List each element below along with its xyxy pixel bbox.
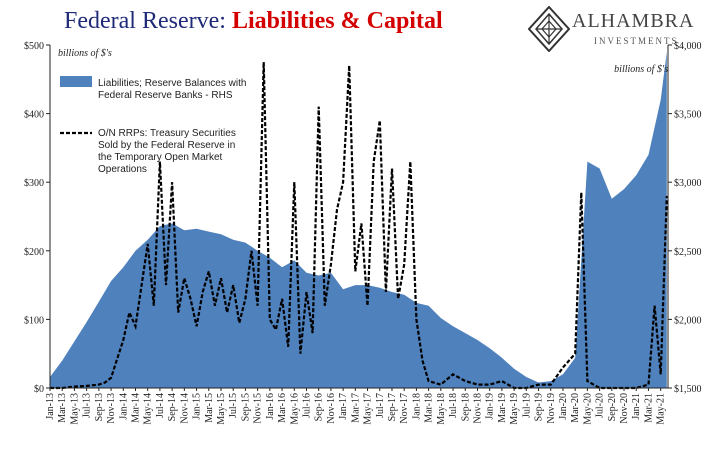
left-tick-label: $300: [24, 178, 44, 189]
x-tick-label: Jan-14: [118, 393, 129, 420]
x-tick-label: Mar-16: [277, 393, 288, 423]
right-tick-label: $1,500: [674, 384, 702, 395]
x-tick-label: Mar-19: [497, 393, 508, 423]
x-tick-label: May-18: [436, 393, 447, 425]
x-tick-label: Jul-18: [448, 393, 459, 418]
x-tick-label: Sep-17: [387, 393, 398, 421]
x-tick-label: Sep-14: [167, 393, 178, 421]
x-tick-label: Sep-18: [460, 393, 471, 421]
x-tick-label: Nov-16: [326, 393, 337, 424]
plot-area: [50, 51, 668, 390]
x-tick-label: May-13: [69, 393, 80, 425]
x-tick-label: Mar-14: [130, 393, 141, 423]
x-tick-label: Sep-20: [607, 393, 618, 421]
x-tick-label: Jan-15: [192, 393, 203, 420]
x-tick-label: Jan-19: [485, 393, 496, 420]
right-tick-label: $3,500: [674, 110, 702, 121]
left-axis-unit: billions of $'s: [58, 48, 112, 59]
left-tick-label: $0: [34, 384, 44, 395]
right-axis-unit: billions of $'s: [614, 64, 668, 75]
x-tick-label: May-16: [289, 393, 300, 425]
title-part-federal-reserve: Federal Reserve:: [64, 8, 226, 34]
left-tick-label: $100: [24, 315, 44, 326]
x-tick-label: May-14: [143, 393, 154, 425]
legend-label-onrrp: the Temporary Open Market: [98, 152, 223, 163]
x-tick-label: Jan-20: [558, 393, 569, 420]
left-tick-label: $400: [24, 110, 44, 121]
x-tick-label: May-17: [363, 393, 374, 425]
x-tick-label: Jul-17: [375, 393, 386, 418]
x-tick-label: Jan-21: [631, 393, 642, 420]
left-tick-label: $200: [24, 247, 44, 258]
x-tick-label: Nov-20: [619, 393, 630, 424]
x-tick-label: Sep-15: [240, 393, 251, 421]
x-tick-label: Jan-13: [45, 393, 56, 420]
x-tick-label: Mar-21: [643, 393, 654, 423]
x-tick-label: Mar-17: [350, 393, 361, 423]
legend-label-reserve-balances: Liabilities; Reserve Balances with: [98, 78, 246, 89]
x-tick-label: Nov-13: [106, 393, 117, 424]
legend-label-onrrp: O/N RRPs: Treasury Securities: [98, 128, 236, 139]
x-tick-label: May-19: [509, 393, 520, 425]
alhambra-logo: ALHAMBRA INVESTMENTS: [527, 5, 698, 66]
x-tick-label: Jul-14: [155, 393, 166, 418]
left-tick-label: $500: [24, 41, 44, 52]
x-tick-label: Nov-18: [472, 393, 483, 424]
x-tick-label: Sep-19: [534, 393, 545, 421]
legend-label-onrrp: Operations: [98, 164, 147, 175]
reserve-balances-area: [50, 51, 667, 389]
x-tick-label: Jul-20: [595, 393, 606, 418]
x-tick-label: Jan-17: [338, 393, 349, 420]
right-tick-label: $3,000: [674, 178, 702, 189]
logo-name: ALHAMBRA: [572, 10, 695, 32]
x-tick-label: Nov-17: [399, 393, 410, 424]
x-tick-label: May-15: [216, 393, 227, 425]
right-tick-label: $4,000: [674, 41, 702, 52]
x-tick-label: Jan-18: [411, 393, 422, 420]
x-tick-label: Jul-19: [521, 393, 532, 418]
x-tick-label: Jan-16: [265, 393, 276, 420]
x-tick-label: Mar-20: [570, 393, 581, 423]
title-part-liabilities-capital: Liabilities & Capital: [231, 8, 443, 34]
x-tick-label: May-20: [582, 393, 593, 425]
x-tick-label: Sep-16: [314, 393, 325, 421]
x-tick-label: Nov-14: [179, 393, 190, 424]
logo-subtitle: INVESTMENTS: [594, 36, 679, 46]
axes: $0 $100 $200 $300 $400 $500 $1,500 $2,000 $2,500…: [24, 41, 702, 425]
x-tick-label: Jul-13: [82, 393, 93, 418]
x-tick-label: Mar-18: [424, 393, 435, 423]
x-tick-label: Jul-16: [301, 393, 312, 418]
legend-swatch-reserve-balances: [60, 76, 92, 87]
legend-label-onrrp: Sold by the Federal Reserve in: [98, 140, 235, 151]
diamond-lattice-icon: [527, 5, 571, 53]
right-tick-label: $2,000: [674, 315, 702, 326]
legend: Liabilities; Reserve Balances withFedera…: [60, 76, 246, 175]
onrrp-dashed-line: [50, 62, 668, 390]
x-tick-label: Nov-19: [546, 393, 557, 424]
legend-label-reserve-balances: Federal Reserve Banks - RHS: [98, 90, 233, 101]
right-tick-label: $2,500: [674, 247, 702, 258]
x-tick-label: Mar-13: [57, 393, 68, 423]
x-tick-label: Sep-13: [94, 393, 105, 421]
x-tick-label: Jul-15: [228, 393, 239, 418]
x-tick-label: Mar-15: [204, 393, 215, 423]
chart-title: Federal Reserve: Liabilities & Capital: [64, 8, 443, 35]
x-tick-label: Nov-15: [253, 393, 264, 424]
x-tick-label: May-21: [656, 393, 667, 425]
